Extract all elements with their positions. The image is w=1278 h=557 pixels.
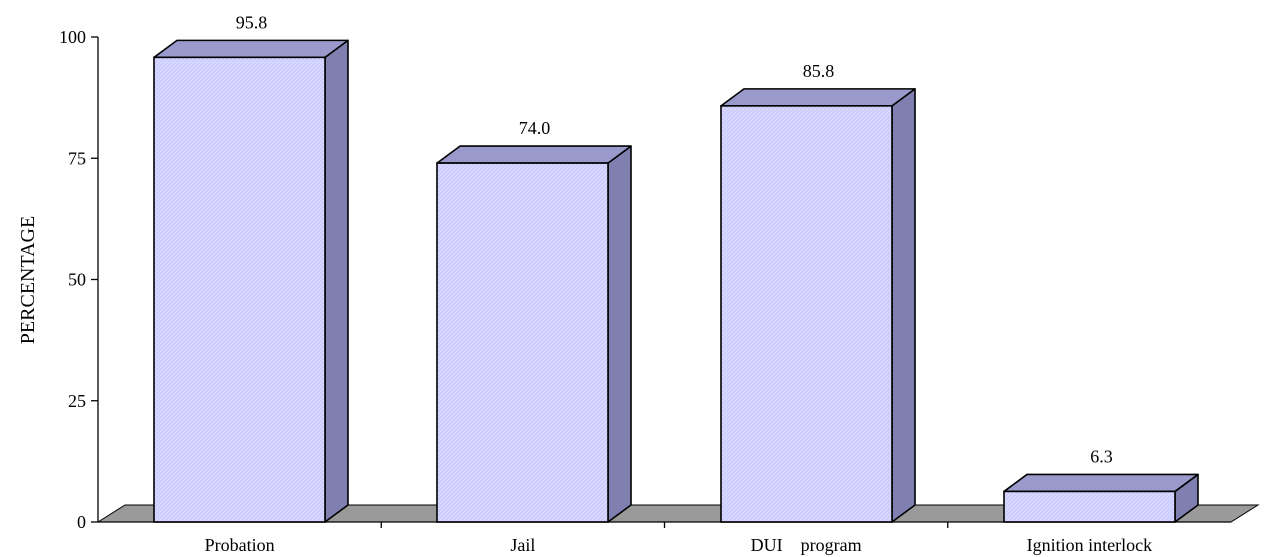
bar-side bbox=[891, 88, 916, 523]
bar-top bbox=[436, 145, 632, 164]
x-labels-layer: Probation Jail DUI program Ignition interlo… bbox=[205, 522, 1152, 555]
bar-value-label: 74.0 bbox=[519, 118, 551, 138]
bar-value-label: 95.8 bbox=[236, 12, 268, 32]
x-category-label: Probation bbox=[205, 535, 275, 555]
bar-side bbox=[607, 145, 632, 523]
bar-front bbox=[720, 105, 893, 523]
bar-front bbox=[153, 56, 326, 523]
bar-4: 6.3 bbox=[1003, 446, 1199, 523]
y-tick-label: 100 bbox=[59, 27, 86, 47]
bar-2: 74.0 bbox=[436, 118, 632, 523]
bar-side bbox=[324, 39, 349, 523]
bar-3: 85.8 bbox=[720, 61, 916, 523]
bar-1: 95.8 bbox=[153, 12, 349, 523]
x-category-label: DUI program bbox=[751, 535, 862, 555]
y-tick-label: 25 bbox=[68, 391, 86, 411]
bar-value-label: 6.3 bbox=[1090, 446, 1113, 466]
bar-front bbox=[1003, 490, 1176, 523]
bar-front bbox=[436, 162, 609, 523]
bars-layer: 95.8 74.0 85.8 6.3 bbox=[153, 12, 1199, 523]
y-ticks-layer: 0 25 50 75 100 bbox=[59, 27, 98, 532]
x-category-label: Jail bbox=[510, 535, 535, 555]
bar-value-label: 85.8 bbox=[803, 61, 835, 81]
bar-top bbox=[720, 88, 916, 107]
y-axis-label: PERCENTAGE bbox=[17, 216, 39, 344]
bar-top bbox=[153, 39, 349, 59]
y-tick-label: 50 bbox=[68, 270, 86, 290]
x-category-label: Ignition interlock bbox=[1027, 535, 1152, 555]
y-tick-label: 0 bbox=[77, 512, 86, 532]
y-tick-label: 75 bbox=[68, 148, 86, 168]
bar-top bbox=[1003, 473, 1199, 493]
